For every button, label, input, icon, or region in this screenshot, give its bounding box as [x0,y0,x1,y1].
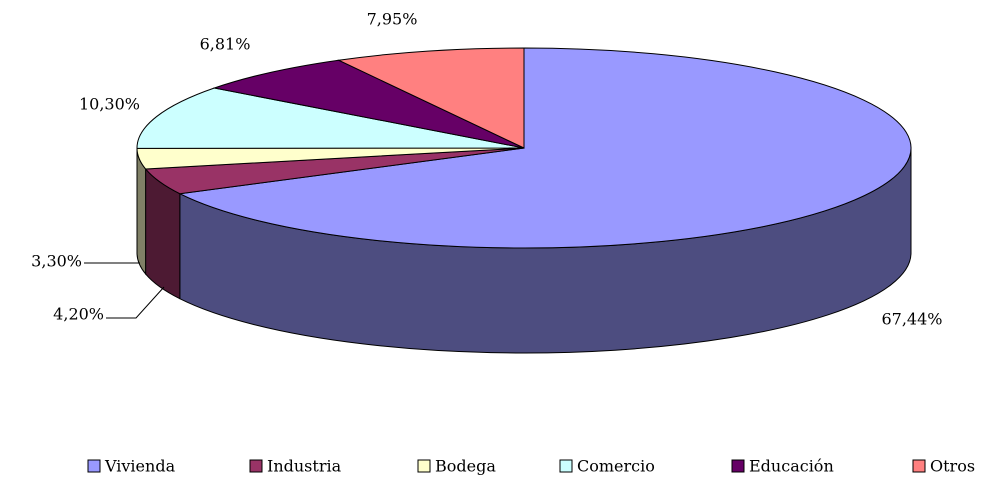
data-label: 4,20% [53,305,104,324]
data-label: 3,30% [31,252,82,271]
data-label: 67,44% [881,310,942,329]
legend-swatch [249,459,263,473]
legend-label: Educación [749,457,834,476]
pie-slice [212,59,525,149]
legend-swatch [912,459,926,473]
leader-line [106,286,165,319]
legend-swatch [731,459,745,473]
legend-label: Comercio [577,457,655,476]
legend-label: Otros [930,457,975,476]
legend-label: Industria [267,457,342,476]
pie-slice [336,47,525,149]
legend-label: Bodega [435,457,496,476]
pie-slice [136,87,525,149]
data-label: 7,95% [367,10,418,29]
legend-swatch [417,459,431,473]
data-label: 10,30% [79,95,140,114]
legend-label: Vivienda [104,457,176,476]
legend-swatch [87,459,101,473]
data-label: 6,81% [200,35,251,54]
pie-slice [178,47,912,249]
legend-swatch [559,459,573,473]
